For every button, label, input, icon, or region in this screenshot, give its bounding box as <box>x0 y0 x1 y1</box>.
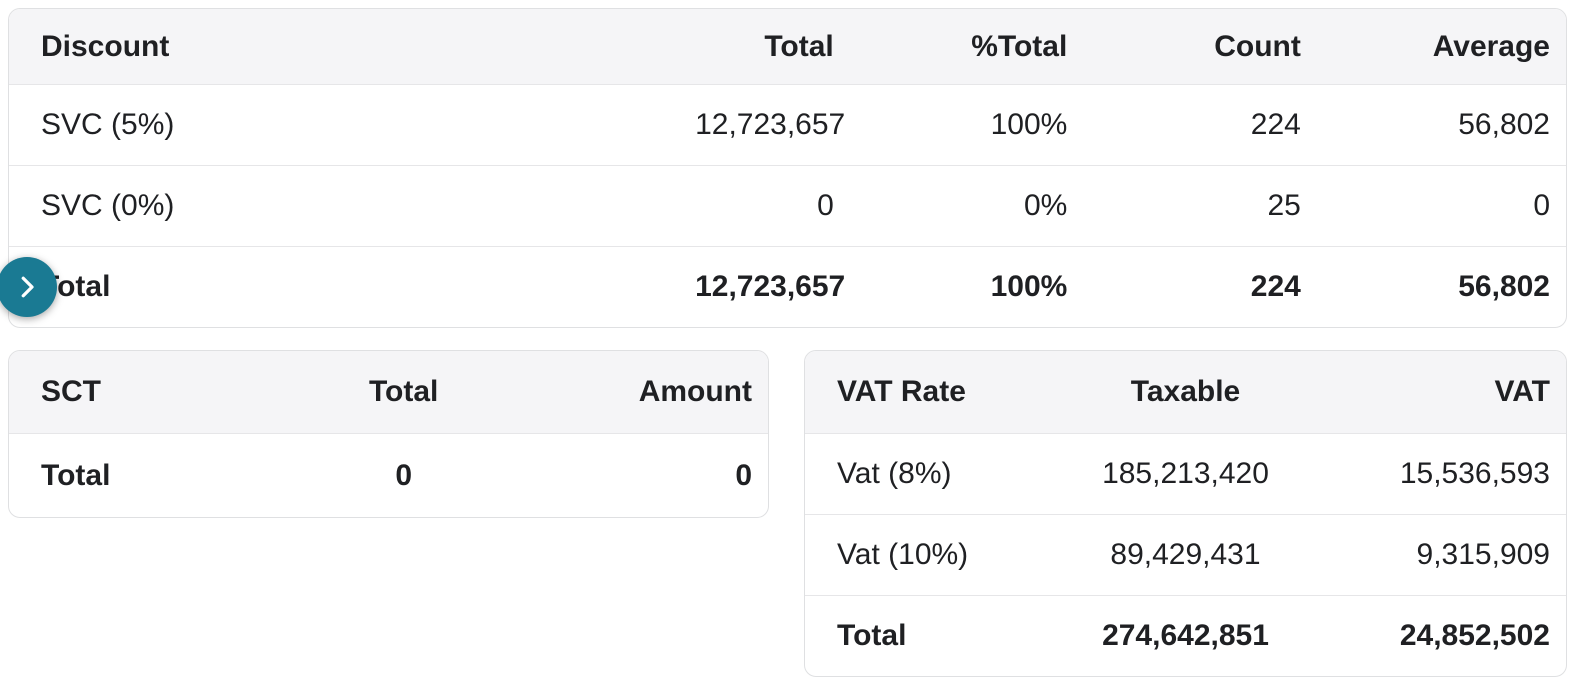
vat-header-vat: VAT <box>1337 351 1566 434</box>
vat-table-card: VAT Rate Taxable VAT Vat (8%) 185,213,42… <box>804 350 1567 677</box>
row-vat: 9,315,909 <box>1337 514 1566 596</box>
row-label: Total <box>9 246 695 327</box>
discount-row-svc0: SVC (0%) 0 0% 25 0 <box>9 165 1566 247</box>
vat-header-taxable: Taxable <box>1033 351 1338 434</box>
row-total: 0 <box>694 165 850 247</box>
row-pct-total: 100% <box>849 246 1084 327</box>
row-label: Total <box>9 433 283 517</box>
sct-header-row: SCT Total Amount <box>9 351 768 434</box>
row-label: Total <box>805 595 1034 676</box>
row-total: 0 <box>282 433 526 517</box>
vat-row-10pct: Vat (10%) 89,429,431 9,315,909 <box>805 514 1566 596</box>
row-average: 56,802 <box>1316 84 1566 166</box>
vat-row-total: Total 274,642,851 24,852,502 <box>805 595 1566 676</box>
row-label: Vat (10%) <box>805 514 1034 596</box>
vat-header-row: VAT Rate Taxable VAT <box>805 351 1566 434</box>
discount-header-total: Total <box>694 9 850 85</box>
vat-header-rate: VAT Rate <box>805 351 1034 434</box>
row-label: Vat (8%) <box>805 433 1034 515</box>
row-pct-total: 0% <box>849 165 1084 247</box>
discount-table: Discount Total %Total Count Average SVC … <box>9 9 1566 327</box>
vat-row-8pct: Vat (8%) 185,213,420 15,536,593 <box>805 433 1566 515</box>
row-average: 0 <box>1316 165 1566 247</box>
discount-header-discount: Discount <box>9 9 695 85</box>
row-count: 25 <box>1083 165 1317 247</box>
row-taxable: 89,429,431 <box>1033 514 1338 596</box>
row-total: 12,723,657 <box>694 84 850 166</box>
row-taxable: 274,642,851 <box>1033 595 1338 676</box>
sct-table-card: SCT Total Amount Total 0 0 <box>8 350 769 518</box>
discount-header-average: Average <box>1316 9 1566 85</box>
discount-table-card: Discount Total %Total Count Average SVC … <box>8 8 1567 328</box>
row-vat: 15,536,593 <box>1337 433 1566 515</box>
discount-header-pct-total: %Total <box>849 9 1084 85</box>
expand-drawer-button[interactable] <box>0 257 57 317</box>
discount-header-count: Count <box>1083 9 1317 85</box>
discount-header-row: Discount Total %Total Count Average <box>9 9 1566 85</box>
row-amount: 0 <box>525 433 768 517</box>
row-vat: 24,852,502 <box>1337 595 1566 676</box>
sct-table: SCT Total Amount Total 0 0 <box>9 351 768 517</box>
row-label: SVC (0%) <box>9 165 695 247</box>
discount-row-svc5: SVC (5%) 12,723,657 100% 224 56,802 <box>9 84 1566 166</box>
row-total: 12,723,657 <box>694 246 850 327</box>
sct-header-amount: Amount <box>525 351 768 434</box>
sct-row-total: Total 0 0 <box>9 433 768 517</box>
vat-table: VAT Rate Taxable VAT Vat (8%) 185,213,42… <box>805 351 1566 676</box>
row-count: 224 <box>1083 246 1317 327</box>
sct-header-sct: SCT <box>9 351 283 434</box>
sct-header-total: Total <box>282 351 526 434</box>
row-pct-total: 100% <box>849 84 1084 166</box>
row-taxable: 185,213,420 <box>1033 433 1338 515</box>
discount-row-total: Total 12,723,657 100% 224 56,802 <box>9 246 1566 327</box>
row-count: 224 <box>1083 84 1317 166</box>
row-label: SVC (5%) <box>9 84 695 166</box>
chevron-right-icon <box>12 272 42 302</box>
row-average: 56,802 <box>1316 246 1566 327</box>
